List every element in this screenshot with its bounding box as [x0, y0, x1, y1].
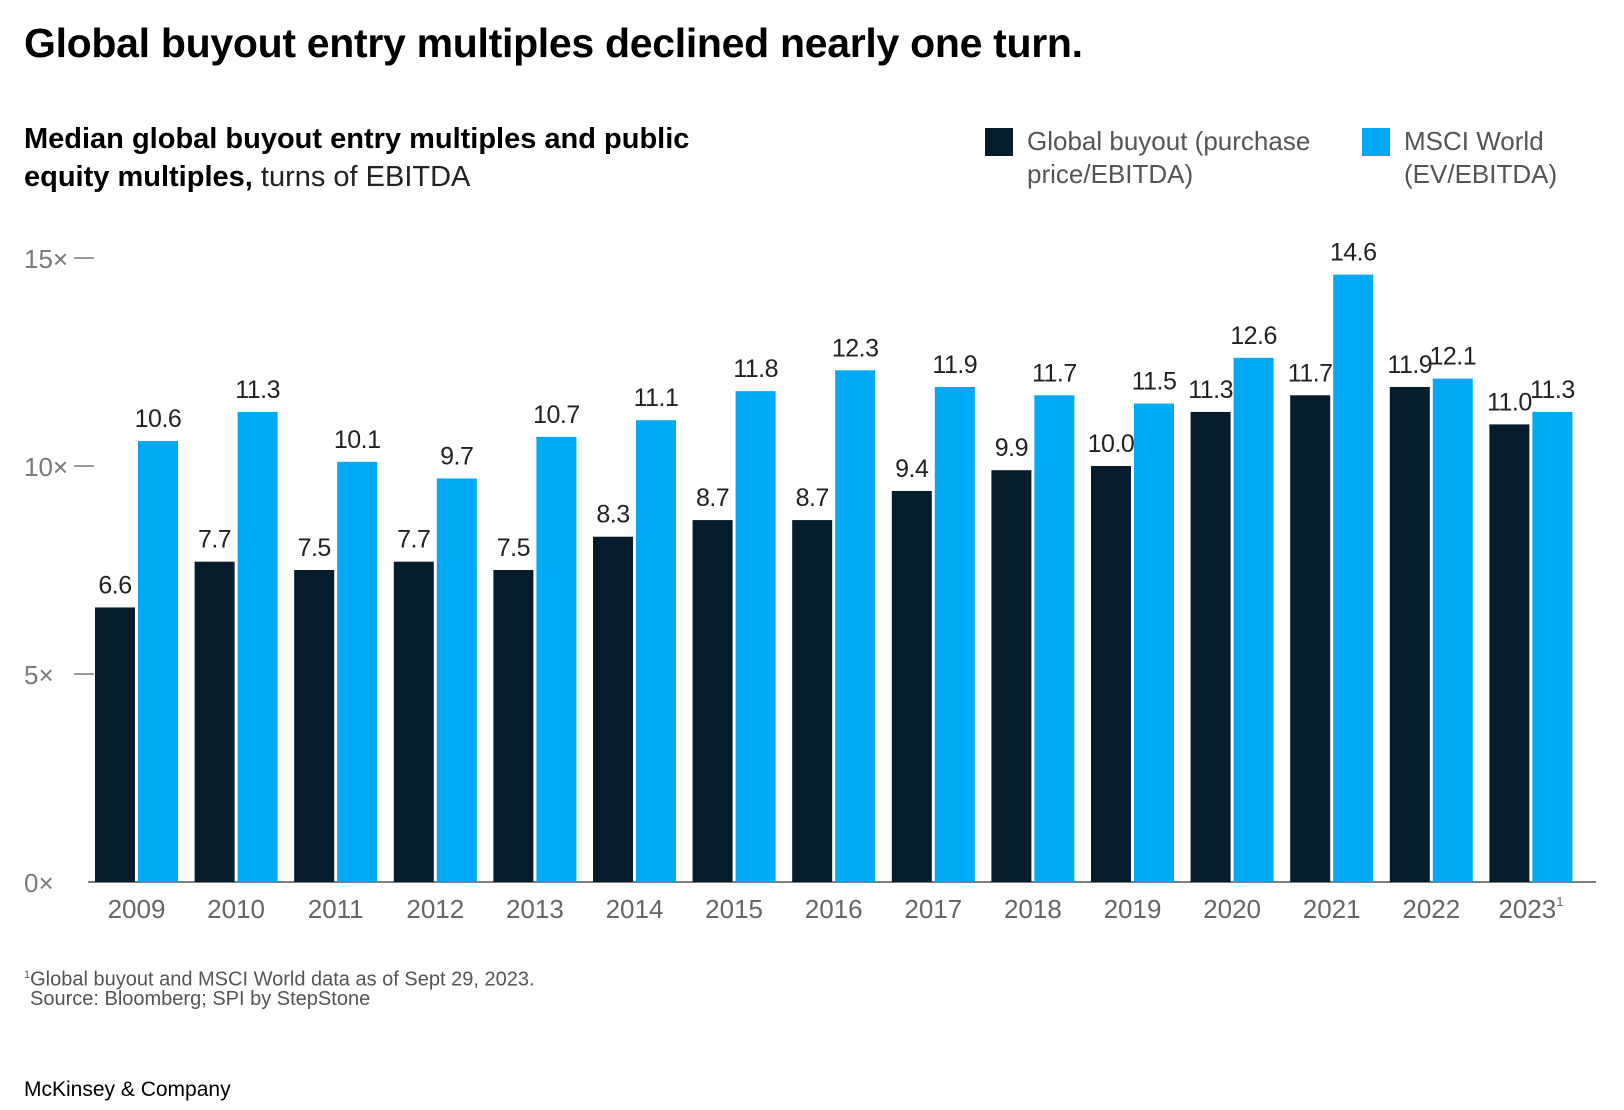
bars — [95, 274, 1573, 883]
x-tick-label: 20231 — [1498, 894, 1563, 924]
x-tick-label: 2017 — [904, 894, 962, 924]
data-label: 11.7 — [1288, 359, 1333, 387]
x-tick-label: 2015 — [705, 894, 763, 924]
x-tick-label: 2019 — [1104, 894, 1162, 924]
chart-subtitle-unit: turns of EBITDA — [252, 161, 471, 193]
data-label: 12.1 — [1429, 343, 1476, 371]
x-tick-label: 2016 — [805, 894, 863, 924]
bar-global-buyout-2018 — [991, 470, 1032, 882]
data-label: 11.3 — [1530, 376, 1575, 404]
data-label: 11.9 — [1387, 351, 1432, 379]
bar-msci-world-2010 — [237, 411, 278, 882]
source-note: Source: Bloomberg; SPI by StepStone — [30, 988, 371, 1010]
bar-msci-world-2014 — [636, 420, 676, 882]
brand-logo-text: McKinsey & Company — [24, 1078, 231, 1101]
data-label: 10.0 — [1088, 430, 1135, 458]
data-label: 10.1 — [334, 426, 381, 454]
legend-swatch-global-buyout — [985, 128, 1013, 156]
bar-chart: 0× 5× 10× 15× 6.6 10.6 7.7 11.3 7.5 10.1 7.7 9.7 7.… — [24, 239, 1596, 924]
bar-msci-world-2016 — [835, 370, 876, 882]
bar-global-buyout-2009 — [95, 607, 135, 882]
data-label: 11.7 — [1032, 359, 1077, 387]
data-labels: 6.6 10.6 7.7 11.3 7.5 10.1 7.7 9.7 7.5 10.7 8.3 11.… — [98, 239, 1575, 600]
data-label: 9.9 — [995, 434, 1028, 462]
data-label: 8.3 — [596, 501, 629, 529]
x-tick-label: 2014 — [606, 894, 664, 924]
data-label: 11.1 — [634, 384, 679, 412]
x-tick-label: 2012 — [406, 894, 464, 924]
footnote-marker: 1 — [24, 969, 31, 981]
data-label: 9.4 — [895, 455, 929, 483]
bar-global-buyout-2012 — [393, 561, 434, 882]
bar-msci-world-2015 — [735, 391, 776, 882]
x-axis: 2009 2010 2011 2012 2013 2014 2015 2016 2017 2018… — [108, 894, 1564, 924]
x-tick-superscript: 1 — [1556, 894, 1563, 909]
bar-msci-world-2012 — [436, 478, 477, 882]
bar-global-buyout-2017 — [891, 490, 932, 882]
data-label: 11.0 — [1487, 388, 1532, 416]
data-label: 11.5 — [1132, 368, 1177, 396]
x-tick-label: 2020 — [1203, 894, 1261, 924]
data-label: 10.6 — [135, 405, 182, 433]
bar-global-buyout-2014 — [593, 536, 633, 882]
bar-global-buyout-2020 — [1190, 411, 1231, 882]
data-label: 9.7 — [440, 442, 473, 470]
bar-global-buyout-2022 — [1389, 386, 1430, 882]
data-label: 7.7 — [397, 526, 430, 554]
y-tick-label: 10× — [24, 452, 68, 482]
x-tick-label: 2009 — [108, 894, 166, 924]
y-tick-label: 0× — [24, 868, 54, 898]
bar-global-buyout-2015 — [692, 520, 733, 882]
data-label: 11.8 — [733, 355, 778, 383]
chart-headline: Global buyout entry multiples declined n… — [24, 20, 1083, 66]
data-label: 11.9 — [932, 351, 977, 379]
bar-msci-world-2020 — [1233, 357, 1274, 883]
bar-msci-world-2021 — [1333, 274, 1374, 882]
legend-label-msci-world: MSCI World (EV/EBITDA) — [1404, 126, 1558, 189]
footnote-text: Global buyout and MSCI World data as of … — [30, 968, 535, 991]
x-tick-label: 2013 — [506, 894, 564, 924]
bar-msci-world-2009 — [138, 441, 178, 882]
x-tick-label: 2018 — [1004, 894, 1062, 924]
data-label: 10.7 — [533, 401, 580, 429]
data-label: 8.7 — [696, 484, 729, 512]
x-tick-label: 2021 — [1303, 894, 1361, 924]
bar-global-buyout-2011 — [294, 570, 335, 882]
bar-msci-world-2023 — [1532, 411, 1573, 882]
x-tick-label: 2022 — [1402, 894, 1460, 924]
data-label: 7.5 — [298, 534, 331, 562]
bar-global-buyout-2023 — [1489, 424, 1530, 882]
bar-global-buyout-2010 — [194, 561, 235, 882]
bar-global-buyout-2019 — [1091, 466, 1131, 882]
data-label: 14.6 — [1330, 239, 1377, 267]
chart-subtitle: Median global buyout entry multiples and… — [24, 120, 724, 196]
bar-global-buyout-2016 — [792, 520, 833, 882]
bar-msci-world-2011 — [337, 461, 378, 882]
data-label: 11.3 — [235, 376, 280, 404]
data-label: 7.7 — [198, 526, 231, 554]
bar-global-buyout-2013 — [493, 570, 534, 882]
bar-global-buyout-2021 — [1290, 395, 1331, 882]
data-label: 7.5 — [497, 534, 530, 562]
bar-msci-world-2018 — [1034, 395, 1075, 882]
data-label: 11.3 — [1188, 376, 1233, 404]
bar-msci-world-2022 — [1432, 378, 1473, 882]
legend-item-msci-world: MSCI World (EV/EBITDA) — [1362, 125, 1592, 191]
legend-item-global-buyout: Global buyout (purchase price/EBITDA) — [985, 125, 1315, 191]
x-tick-label: 2010 — [207, 894, 265, 924]
y-tick-label: 5× — [24, 660, 54, 690]
data-label: 8.7 — [796, 484, 829, 512]
x-tick-label: 2011 — [308, 894, 364, 924]
bar-msci-world-2013 — [536, 436, 577, 882]
legend-swatch-msci-world — [1362, 128, 1390, 156]
data-label: 12.6 — [1230, 322, 1277, 350]
footnote: 1Global buyout and MSCI World data as of… — [24, 962, 535, 993]
data-label: 12.3 — [832, 334, 879, 362]
chart-subtitle-bold: Median global buyout entry multiples and… — [24, 123, 690, 193]
bar-msci-world-2019 — [1134, 403, 1174, 882]
y-tick-label: 15× — [24, 244, 68, 274]
legend-label-global-buyout: Global buyout (purchase price/EBITDA) — [1027, 126, 1311, 189]
data-label: 6.6 — [98, 571, 131, 599]
bar-msci-world-2017 — [934, 386, 975, 882]
